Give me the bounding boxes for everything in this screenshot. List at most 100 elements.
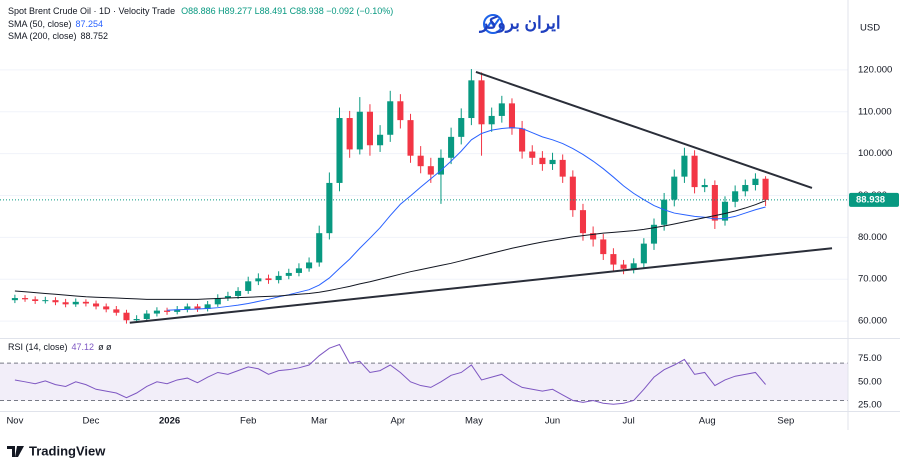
trendline <box>475 71 813 189</box>
y-tick-label: 80.000 <box>858 232 887 243</box>
candle-body <box>742 185 749 192</box>
x-tick-label: Aug <box>699 416 716 427</box>
x-tick-label: Jul <box>623 416 635 427</box>
candle-body <box>93 303 100 307</box>
ohlc: O88.886 H89.277 L88.491 C88.938 −0.092 (… <box>181 6 393 16</box>
candle-body <box>366 111 373 146</box>
candle-body <box>346 118 353 150</box>
candle-body <box>458 118 465 137</box>
candle-body <box>417 155 424 167</box>
x-tick-label: Nov <box>6 416 23 427</box>
y-tick-label: 110.000 <box>858 106 892 117</box>
brand-icon <box>7 446 24 457</box>
brand: TradingView <box>7 443 106 458</box>
candle-body <box>559 159 566 177</box>
candle-body <box>519 128 526 152</box>
logo-text: ایران بروکر <box>478 13 561 33</box>
sma-line <box>14 200 766 300</box>
currency: USD <box>860 23 880 34</box>
candle-body <box>143 313 150 319</box>
candle-body <box>52 300 59 303</box>
last-price-tag <box>849 192 899 207</box>
logo-arrow <box>486 18 500 29</box>
x-tick-label: Mar <box>311 416 327 427</box>
candle-body <box>336 118 343 183</box>
candle-body <box>701 185 708 188</box>
legend-value: 87.254 <box>76 19 104 29</box>
candle-body <box>174 309 181 312</box>
sma-line <box>167 127 766 311</box>
candle-body <box>214 298 221 305</box>
y-tick-label: 50.00 <box>858 376 882 387</box>
candle-body <box>356 111 363 150</box>
y-tick-label: 70.000 <box>858 274 887 285</box>
symbol: Spot Brent Crude Oil · 1D · Velocity Tra… <box>8 6 175 16</box>
x-tick-label: Apr <box>390 416 405 427</box>
candle-body <box>42 300 49 302</box>
trendline <box>129 247 833 324</box>
axes: Nov Dec 2026 Feb Mar Apr May Jun Jul Aug Sep 60.000… <box>6 64 899 427</box>
rsi-band <box>0 363 848 401</box>
x-tick-label: Sep <box>777 416 794 427</box>
candle-body <box>245 281 252 291</box>
candle-body <box>579 210 587 234</box>
candle-body <box>62 302 69 305</box>
candle-body <box>732 191 739 202</box>
candle-body <box>21 298 29 300</box>
candle-body <box>204 304 211 309</box>
candle-body <box>508 103 516 129</box>
legend-value: 88.752 <box>81 31 109 41</box>
legend-name: RSI (14, close) <box>8 342 68 352</box>
candle-body <box>224 295 231 299</box>
candle-body <box>387 101 394 135</box>
logo: ایران بروکر <box>478 13 561 34</box>
plot <box>0 69 848 405</box>
x-tick-label: Feb <box>240 416 256 427</box>
candle-body <box>600 239 607 255</box>
candle-body <box>295 268 302 273</box>
candle-body <box>529 151 536 158</box>
y-tick-label: 75.00 <box>858 353 882 364</box>
candle-body <box>549 159 556 165</box>
candle-body <box>478 80 485 125</box>
candle-body <box>72 301 79 305</box>
candle-body <box>82 301 89 304</box>
candle-body <box>194 306 201 309</box>
candle-body <box>326 182 333 234</box>
y-tick-label: 100.000 <box>858 148 892 159</box>
candle-body <box>671 176 678 200</box>
candle-body <box>630 263 637 269</box>
candle-body <box>691 155 698 188</box>
candle-body <box>711 185 718 221</box>
candle-body <box>306 262 313 269</box>
candle-body <box>113 309 120 313</box>
candle-body <box>488 115 495 125</box>
grid <box>0 69 848 401</box>
legend-extra: ø ø <box>98 342 112 352</box>
candle-body <box>123 312 130 321</box>
candle-body <box>681 155 688 177</box>
y-tick-label: 60.000 <box>858 316 887 327</box>
candle-body <box>164 310 171 312</box>
legend-name: SMA (200, close) <box>8 31 77 41</box>
candle-body <box>437 157 444 175</box>
candle-body <box>721 201 729 221</box>
candle-body <box>762 178 769 200</box>
candle-body <box>103 306 110 310</box>
candle-body <box>569 176 576 211</box>
x-tick-label: Jun <box>545 416 560 427</box>
candle-body <box>316 233 323 263</box>
candle-body <box>650 224 658 244</box>
candle-body <box>407 120 414 156</box>
candle-body <box>539 157 546 165</box>
candle-body <box>590 233 597 240</box>
candle-body <box>661 199 668 225</box>
candle-body <box>133 318 140 321</box>
candle-body <box>11 298 18 301</box>
candle-body <box>397 101 404 121</box>
x-tick-label: Dec <box>83 416 100 427</box>
symbol-info: Spot Brent Crude Oil · 1D · Velocity Tra… <box>8 6 393 16</box>
